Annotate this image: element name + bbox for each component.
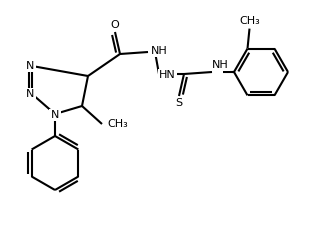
Text: CH₃: CH₃ [239,16,260,26]
Text: O: O [111,20,119,30]
Text: NH: NH [212,60,229,70]
Text: CH₃: CH₃ [107,119,128,129]
Text: N: N [51,110,59,120]
Text: N: N [26,89,34,99]
Text: NH: NH [151,46,168,56]
Text: N: N [26,61,34,71]
Text: S: S [176,98,183,108]
Text: HN: HN [159,70,176,80]
